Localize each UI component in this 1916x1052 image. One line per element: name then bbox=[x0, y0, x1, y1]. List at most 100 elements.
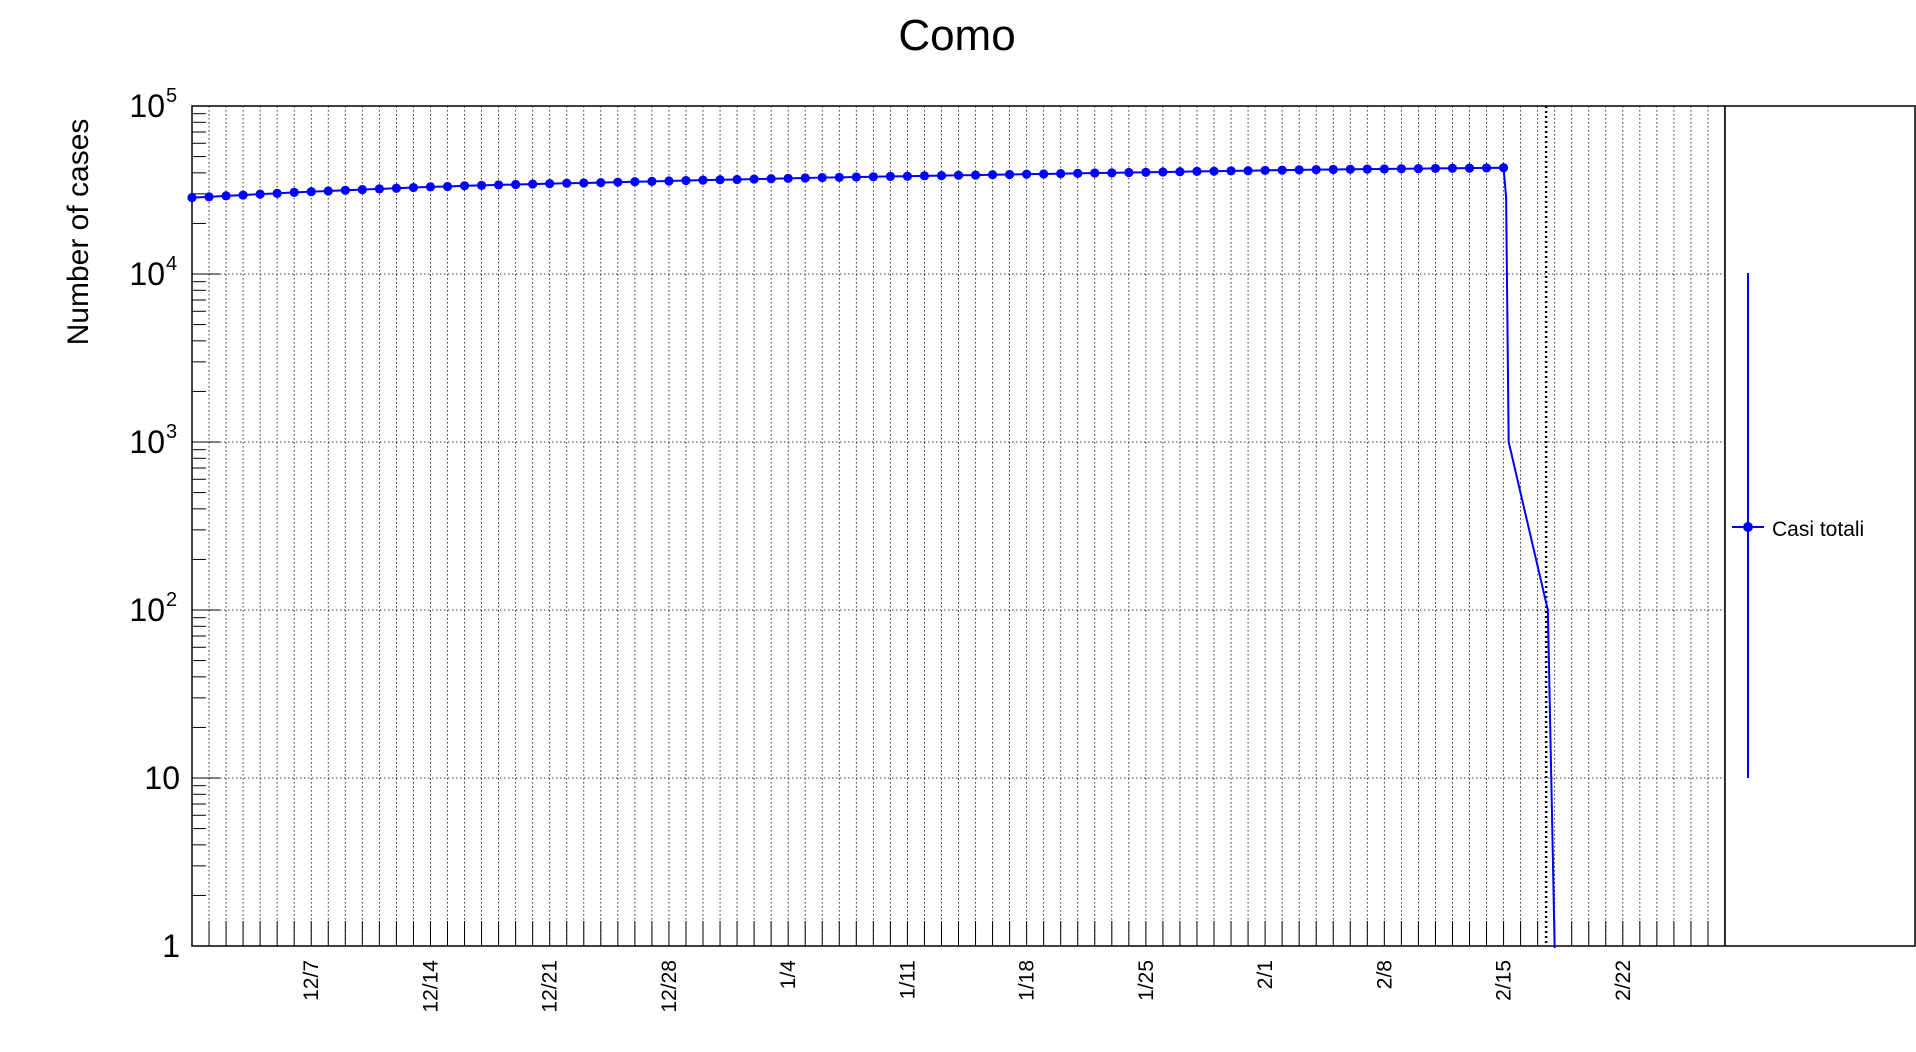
data-point bbox=[953, 170, 964, 180]
data-point bbox=[1447, 163, 1458, 173]
y-tick-label: 10 bbox=[129, 256, 165, 292]
data-point bbox=[596, 177, 606, 188]
data-point bbox=[613, 177, 623, 187]
data-point bbox=[1107, 168, 1117, 178]
data-point bbox=[238, 190, 248, 200]
data-point bbox=[1345, 164, 1355, 174]
data-point bbox=[204, 192, 214, 202]
data-point bbox=[970, 170, 981, 180]
data-point bbox=[902, 171, 913, 181]
data-point bbox=[1090, 168, 1100, 178]
data-point bbox=[1209, 166, 1219, 176]
chart-title: Como bbox=[898, 11, 1015, 60]
data-point bbox=[664, 176, 674, 186]
series-layer bbox=[187, 163, 1556, 949]
data-point bbox=[1379, 164, 1389, 174]
data-point bbox=[187, 192, 197, 203]
data-point bbox=[1277, 165, 1287, 175]
y-tick-label: 10 bbox=[129, 88, 165, 124]
data-point bbox=[1328, 164, 1338, 175]
data-point bbox=[1396, 164, 1406, 174]
legend-marker-point bbox=[1743, 522, 1753, 532]
data-point bbox=[800, 173, 810, 183]
data-point bbox=[511, 179, 521, 190]
y-tick-label: 1 bbox=[162, 928, 180, 964]
data-point bbox=[425, 182, 436, 192]
data-point bbox=[289, 187, 299, 197]
data-point bbox=[647, 176, 657, 186]
x-tick-label: 12/14 bbox=[419, 960, 442, 1013]
data-point bbox=[1226, 166, 1236, 176]
data-point bbox=[749, 174, 759, 184]
data-point bbox=[357, 184, 367, 195]
x-tick-label: 2/1 bbox=[1254, 960, 1277, 989]
data-point bbox=[442, 181, 453, 192]
y-tick-label: 10 bbox=[129, 424, 165, 460]
data-point bbox=[1413, 164, 1423, 174]
y-tick-label: 10 bbox=[144, 760, 180, 796]
y-tick-label-exponent: 4 bbox=[166, 253, 177, 275]
data-point bbox=[936, 171, 947, 181]
data-point bbox=[1124, 167, 1134, 178]
data-point bbox=[732, 174, 742, 185]
data-point bbox=[1294, 165, 1304, 175]
data-point bbox=[783, 173, 793, 183]
data-point bbox=[851, 172, 861, 182]
x-tick-label: 1/11 bbox=[896, 960, 919, 999]
x-tick-label: 12/21 bbox=[539, 960, 562, 1013]
x-tick-label: 1/25 bbox=[1135, 960, 1158, 1001]
data-point bbox=[306, 187, 316, 197]
x-tick-label: 12/28 bbox=[658, 960, 681, 1013]
data-point bbox=[766, 174, 776, 184]
y-axis-label: Number of cases bbox=[62, 119, 95, 346]
data-point bbox=[630, 177, 640, 187]
data-point bbox=[1464, 163, 1475, 173]
data-point bbox=[221, 191, 231, 201]
data-point bbox=[1158, 167, 1168, 177]
x-tick-label: 1/4 bbox=[777, 960, 800, 990]
data-point bbox=[255, 189, 265, 199]
data-point bbox=[1362, 164, 1372, 174]
data-point bbox=[323, 186, 333, 196]
grid-layer bbox=[192, 106, 1725, 946]
data-point bbox=[1243, 166, 1253, 176]
data-point bbox=[1311, 165, 1321, 175]
data-point bbox=[1039, 169, 1049, 179]
y-tick-label-exponent: 5 bbox=[166, 85, 177, 107]
data-point bbox=[579, 178, 589, 188]
data-point bbox=[1260, 165, 1270, 175]
legend: Casi totali bbox=[1732, 273, 1864, 778]
x-tick-label: 12/7 bbox=[300, 960, 323, 1001]
x-tick-label: 2/8 bbox=[1373, 960, 1396, 989]
data-point bbox=[1141, 167, 1151, 177]
data-point bbox=[715, 175, 725, 185]
x-tick-label: 2/15 bbox=[1493, 960, 1516, 1001]
data-point bbox=[1430, 163, 1441, 174]
x-tick-labels: 12/7 12/14 12/21 12/28 1/4 1/11 1/18 1/25 2/1 2/8… bbox=[300, 960, 1635, 1013]
data-point bbox=[834, 172, 844, 182]
y-tick-label: 10 bbox=[129, 592, 165, 628]
data-point bbox=[340, 185, 350, 195]
data-point bbox=[919, 171, 930, 181]
data-point bbox=[681, 175, 691, 186]
x-tick-label: 1/18 bbox=[1016, 960, 1039, 1001]
data-point bbox=[1175, 167, 1185, 177]
data-point bbox=[817, 172, 827, 183]
data-point bbox=[476, 180, 487, 190]
data-point bbox=[1056, 168, 1066, 179]
data-point bbox=[408, 182, 419, 193]
data-point bbox=[1192, 166, 1202, 177]
data-point bbox=[272, 188, 282, 198]
data-point bbox=[494, 180, 504, 190]
y-tick-label-exponent: 2 bbox=[166, 589, 177, 611]
data-point bbox=[987, 170, 998, 180]
data-point bbox=[374, 184, 384, 194]
data-point bbox=[459, 181, 470, 191]
data-point bbox=[391, 183, 401, 193]
data-point bbox=[885, 171, 895, 182]
data-point bbox=[1073, 168, 1083, 179]
y-tick-label-exponent: 3 bbox=[166, 421, 177, 443]
data-point bbox=[868, 172, 878, 182]
